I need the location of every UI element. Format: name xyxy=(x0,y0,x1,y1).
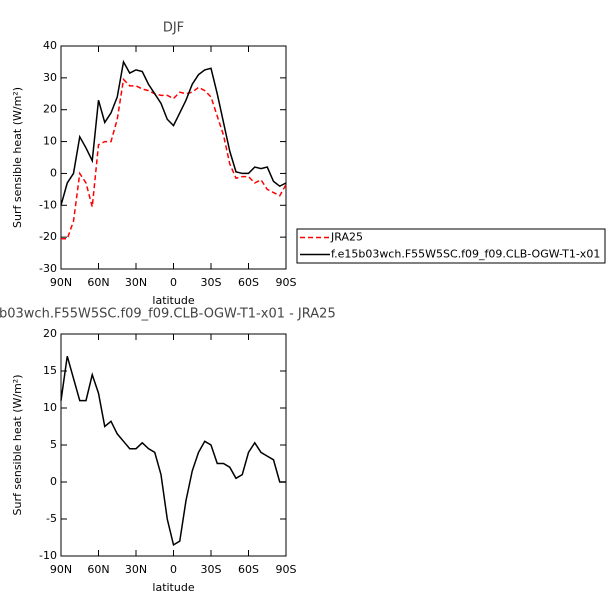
data-line xyxy=(60,59,287,206)
chart-title: DJF xyxy=(163,21,184,36)
x-tick-label: 90N xyxy=(50,276,72,289)
y-tick-label: 20 xyxy=(43,327,57,340)
data-line xyxy=(61,77,287,240)
y-tick-label: 5 xyxy=(50,438,57,451)
x-tick-label: 60S xyxy=(238,563,259,576)
x-tick-label: 30N xyxy=(125,276,147,289)
y-tick-label: 15 xyxy=(43,364,57,377)
x-tick-label: 30S xyxy=(201,276,222,289)
plot-frame xyxy=(60,45,287,270)
x-axis-label: latitude xyxy=(152,581,194,594)
y-axis-label: Surf sensible heat (W/m²) xyxy=(11,375,24,516)
x-tick-label: 60S xyxy=(238,276,259,289)
data-line xyxy=(60,355,286,547)
x-tick-label: 0 xyxy=(170,563,177,576)
x-tick-label: 60N xyxy=(87,563,109,576)
y-tick-label: -10 xyxy=(39,549,57,562)
x-tick-label: 30N xyxy=(125,563,147,576)
chart-title: b03wch.F55W5SC.f09_f09.CLB-OGW-T1-x01 - … xyxy=(0,307,336,322)
x-tick-label: 90N xyxy=(50,563,72,576)
x-tick-label: 30S xyxy=(201,563,222,576)
y-tick-label: -20 xyxy=(39,230,57,243)
y-tick-label: -10 xyxy=(39,198,57,211)
y-tick-label: -5 xyxy=(46,512,57,525)
x-tick-label: 90S xyxy=(276,563,297,576)
legend-label: JRA25 xyxy=(330,231,363,244)
legend-box xyxy=(296,228,606,264)
x-tick-label: 90S xyxy=(276,276,297,289)
x-axis-label: latitude xyxy=(152,294,194,307)
y-axis-label: Surf sensible heat (W/m²) xyxy=(11,87,24,228)
y-tick-label: 20 xyxy=(43,103,57,116)
x-tick-label: 0 xyxy=(170,276,177,289)
y-tick-label: 10 xyxy=(43,401,57,414)
y-tick-label: 0 xyxy=(50,475,57,488)
plot-frame xyxy=(60,333,287,557)
y-tick-label: 0 xyxy=(50,166,57,179)
y-tick-label: 40 xyxy=(43,39,57,52)
y-tick-label: -30 xyxy=(39,262,57,275)
x-tick-label: 60N xyxy=(87,276,109,289)
y-tick-label: 30 xyxy=(43,71,57,84)
y-tick-label: 10 xyxy=(43,135,57,148)
legend-label: f.e15b03wch.F55W5SC.f09_f09.CLB-OGW-T1-x… xyxy=(331,248,600,261)
